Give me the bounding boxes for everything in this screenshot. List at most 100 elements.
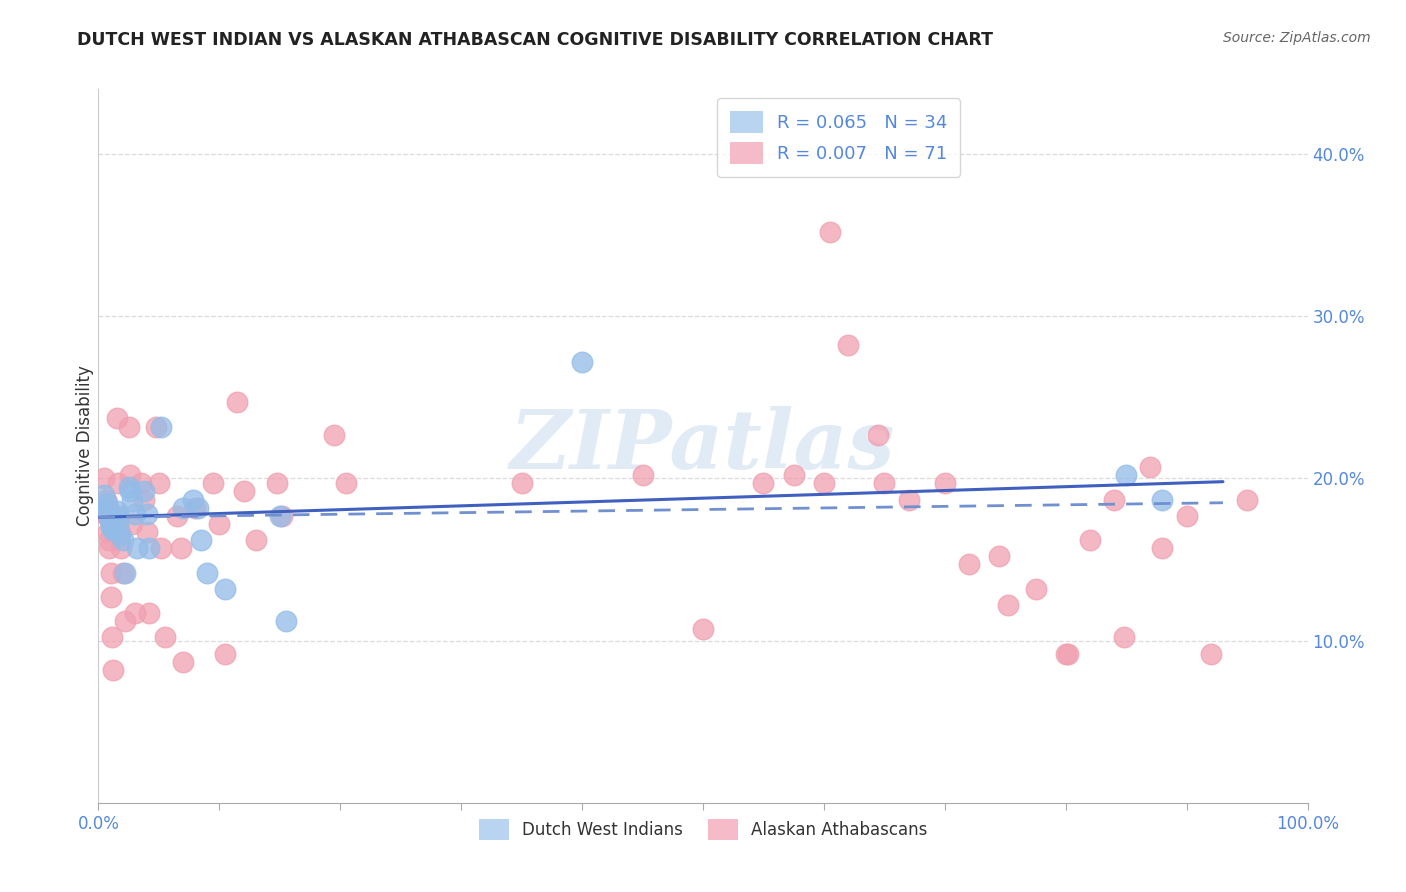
Y-axis label: Cognitive Disability: Cognitive Disability — [76, 366, 94, 526]
Point — [134, 492, 156, 507]
Point — [1024, 582, 1046, 596]
Point — [108, 508, 131, 523]
Point — [571, 354, 593, 368]
Point — [1112, 631, 1135, 645]
Point — [121, 516, 143, 531]
Point — [97, 508, 120, 523]
Point — [1152, 492, 1174, 507]
Point — [129, 476, 152, 491]
Point — [124, 606, 146, 620]
Point — [1057, 647, 1080, 661]
Text: Source: ZipAtlas.com: Source: ZipAtlas.com — [1223, 31, 1371, 45]
Point — [150, 419, 173, 434]
Point — [214, 647, 236, 661]
Point — [1078, 533, 1101, 547]
Point — [118, 484, 141, 499]
Point — [124, 507, 146, 521]
Point — [101, 524, 124, 538]
Point — [111, 533, 134, 547]
Point — [138, 606, 160, 620]
Point — [101, 663, 124, 677]
Point — [110, 541, 132, 556]
Point — [266, 476, 288, 491]
Point — [138, 541, 160, 556]
Point — [988, 549, 1011, 564]
Point — [107, 476, 129, 491]
Point — [114, 566, 136, 580]
Point — [181, 492, 204, 507]
Point — [997, 598, 1019, 612]
Point — [97, 524, 120, 539]
Point — [166, 508, 188, 523]
Point — [631, 468, 654, 483]
Point — [1236, 492, 1258, 507]
Point — [190, 533, 212, 547]
Point — [98, 541, 121, 556]
Point — [837, 338, 859, 352]
Point — [1199, 647, 1222, 661]
Point — [184, 500, 207, 515]
Point — [323, 427, 346, 442]
Point — [135, 524, 157, 539]
Point — [335, 476, 357, 491]
Point — [226, 395, 249, 409]
Point — [105, 504, 128, 518]
Point — [208, 516, 231, 531]
Point — [100, 631, 122, 645]
Point — [118, 468, 141, 483]
Point — [172, 655, 194, 669]
Point — [105, 510, 128, 524]
Point — [934, 476, 956, 491]
Point — [510, 476, 533, 491]
Point — [94, 492, 117, 507]
Point — [97, 500, 120, 515]
Point — [269, 508, 291, 523]
Point — [114, 614, 136, 628]
Point — [108, 524, 131, 539]
Point — [111, 566, 134, 580]
Point — [1139, 460, 1161, 475]
Point — [93, 488, 115, 502]
Point — [1175, 508, 1198, 523]
Point — [214, 582, 236, 596]
Point — [107, 516, 129, 531]
Point — [274, 614, 297, 628]
Point — [1102, 492, 1125, 507]
Text: ZIPatlas: ZIPatlas — [510, 406, 896, 486]
Legend: Dutch West Indians, Alaskan Athabascans: Dutch West Indians, Alaskan Athabascans — [470, 811, 936, 848]
Point — [957, 558, 980, 572]
Point — [782, 468, 804, 483]
Point — [100, 520, 122, 534]
Point — [118, 479, 141, 493]
Point — [100, 516, 122, 531]
Point — [172, 500, 194, 515]
Point — [145, 419, 167, 434]
Point — [121, 494, 143, 508]
Point — [195, 566, 218, 580]
Point — [134, 484, 156, 499]
Point — [873, 476, 896, 491]
Point — [169, 541, 191, 556]
Point — [127, 541, 149, 556]
Point — [108, 528, 131, 542]
Point — [148, 476, 170, 491]
Point — [897, 492, 920, 507]
Point — [153, 631, 176, 645]
Point — [96, 496, 118, 510]
Point — [245, 533, 267, 547]
Text: DUTCH WEST INDIAN VS ALASKAN ATHABASCAN COGNITIVE DISABILITY CORRELATION CHART: DUTCH WEST INDIAN VS ALASKAN ATHABASCAN … — [77, 31, 993, 49]
Point — [813, 476, 835, 491]
Point — [105, 411, 128, 425]
Point — [187, 500, 209, 515]
Point — [1152, 541, 1174, 556]
Point — [93, 471, 115, 485]
Point — [752, 476, 775, 491]
Point — [1054, 647, 1077, 661]
Point — [150, 541, 173, 556]
Point — [100, 590, 122, 604]
Point — [118, 419, 141, 434]
Point — [97, 507, 120, 521]
Point — [135, 507, 157, 521]
Point — [100, 566, 122, 580]
Point — [818, 225, 841, 239]
